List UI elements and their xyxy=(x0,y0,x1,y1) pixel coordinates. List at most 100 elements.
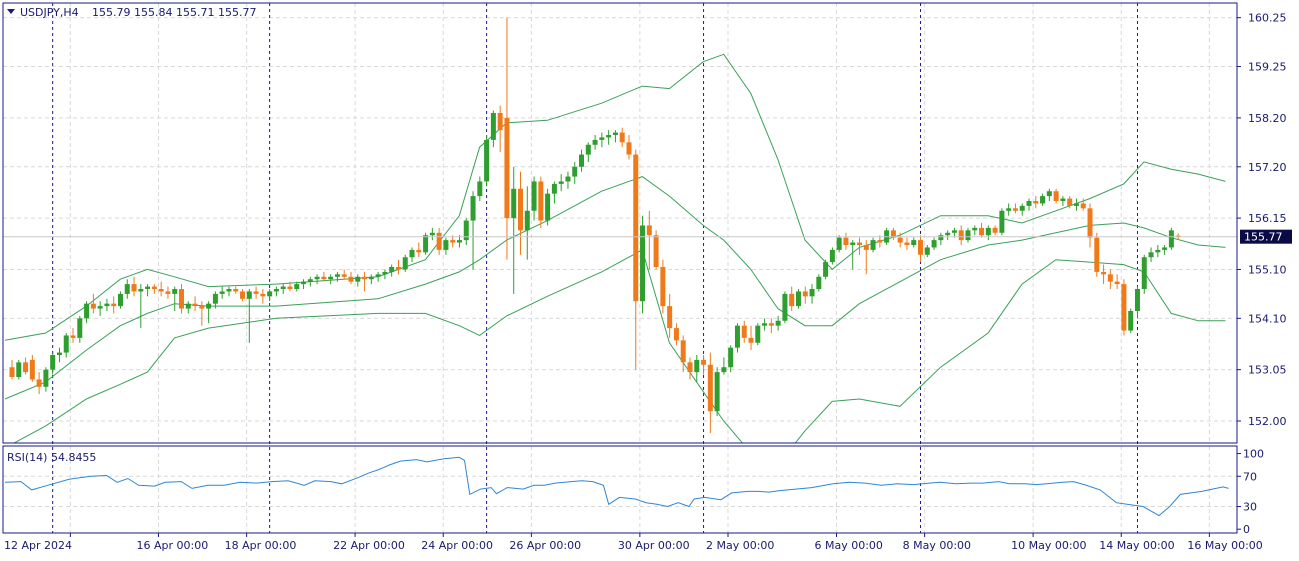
candle-up xyxy=(795,291,801,307)
candle-up xyxy=(212,293,218,304)
candle-down xyxy=(897,237,903,243)
candle-down xyxy=(1033,201,1039,204)
candle-down xyxy=(904,242,910,245)
candle-up xyxy=(1141,257,1147,289)
candle-up xyxy=(945,232,951,236)
candle-up xyxy=(531,181,537,211)
candle-up xyxy=(938,235,944,241)
rsi-title: RSI(14) 54.8455 xyxy=(7,451,96,464)
candle-down xyxy=(36,379,42,387)
candle-up xyxy=(334,274,340,277)
candle-down xyxy=(660,267,666,307)
candle-down xyxy=(890,230,896,238)
candle-down xyxy=(857,242,862,245)
price-tag-background xyxy=(1240,229,1292,244)
candle-down xyxy=(843,237,849,245)
candle-down xyxy=(1067,198,1073,206)
candle-up xyxy=(443,240,449,250)
time-tick-label: 18 Apr 00:00 xyxy=(225,539,297,552)
price-tick-label: 155.10 xyxy=(1248,263,1287,276)
price-tick-label: 153.05 xyxy=(1248,364,1287,377)
candle-up xyxy=(1162,247,1168,250)
candle-up xyxy=(185,303,191,309)
candle-down xyxy=(687,362,693,373)
candle-up xyxy=(1046,191,1052,197)
candle-down xyxy=(504,117,510,219)
candle-up xyxy=(368,276,374,280)
candle-down xyxy=(653,235,659,267)
candle-down xyxy=(958,230,964,241)
candle-up xyxy=(999,210,1005,233)
candle-down xyxy=(240,291,246,299)
candle-up xyxy=(463,220,469,241)
candle-down xyxy=(646,225,652,236)
candle-up xyxy=(985,227,991,236)
price-tick-label: 158.20 xyxy=(1248,112,1287,125)
candle-up xyxy=(1155,249,1161,253)
candle-up xyxy=(511,188,517,219)
candle-up xyxy=(524,210,530,231)
candle-down xyxy=(1087,208,1093,238)
candle-up xyxy=(219,291,225,294)
time-tick-label: 6 May 00:00 xyxy=(814,539,882,552)
time-tick-label: 26 Apr 00:00 xyxy=(509,539,581,552)
time-tick-label: 30 Apr 00:00 xyxy=(618,539,690,552)
candle-up xyxy=(490,113,496,140)
candle-up xyxy=(56,352,62,355)
candle-down xyxy=(253,291,259,294)
candle-down xyxy=(863,245,869,250)
candle-up xyxy=(63,335,69,353)
candle-up xyxy=(1040,196,1046,204)
candle-up xyxy=(307,279,313,282)
candle-down xyxy=(90,303,96,309)
candle-down xyxy=(667,306,673,329)
price-tag: 155.77 xyxy=(1240,229,1292,244)
candle-down xyxy=(1094,237,1100,272)
candle-up xyxy=(429,232,435,236)
candle-up xyxy=(965,230,971,241)
candle-up xyxy=(402,257,408,270)
candle-down xyxy=(619,132,625,143)
candle-up xyxy=(375,274,381,277)
candle-up xyxy=(1006,208,1012,211)
rsi-axis: 100 70 30 0 xyxy=(1237,448,1264,536)
candle-up xyxy=(714,372,720,412)
candle-down xyxy=(673,328,679,341)
candle-down xyxy=(287,286,293,289)
time-tick-label: 16 May 00:00 xyxy=(1187,539,1262,552)
chart-header: USDJPY,H4 155.79 155.84 155.71 155.77 xyxy=(7,6,256,19)
candle-up xyxy=(1168,230,1174,248)
time-tick-label: 14 May 00:00 xyxy=(1099,539,1174,552)
candle-up xyxy=(477,181,483,197)
candle-down xyxy=(626,142,632,155)
candle-down xyxy=(199,306,205,309)
candle-down xyxy=(233,289,239,292)
candle-up xyxy=(423,235,429,253)
symbol-dropdown-icon[interactable] xyxy=(7,9,15,14)
rsi-tick-label: 0 xyxy=(1243,523,1250,536)
candle-down xyxy=(151,286,157,289)
candle-up xyxy=(755,325,761,343)
candle-up xyxy=(924,247,930,255)
candle-up xyxy=(592,139,598,145)
candle-down xyxy=(111,303,117,307)
candle-up xyxy=(1128,311,1134,331)
rsi-tick-label: 70 xyxy=(1243,470,1257,483)
candle-up xyxy=(585,144,591,155)
candle-up xyxy=(104,303,110,307)
price-tick-label: 159.25 xyxy=(1248,61,1287,74)
candle-down xyxy=(192,303,198,307)
candle-down xyxy=(979,227,985,236)
rsi-line xyxy=(4,456,1229,517)
candle-up xyxy=(823,262,829,277)
candle-up xyxy=(124,284,130,294)
candle-down xyxy=(1114,281,1120,285)
candle-up xyxy=(389,267,395,272)
candle-down xyxy=(179,289,184,309)
rsi-tick-label: 30 xyxy=(1243,501,1257,514)
candle-down xyxy=(992,227,998,233)
candle-up xyxy=(294,284,300,289)
candle-up xyxy=(545,193,551,221)
